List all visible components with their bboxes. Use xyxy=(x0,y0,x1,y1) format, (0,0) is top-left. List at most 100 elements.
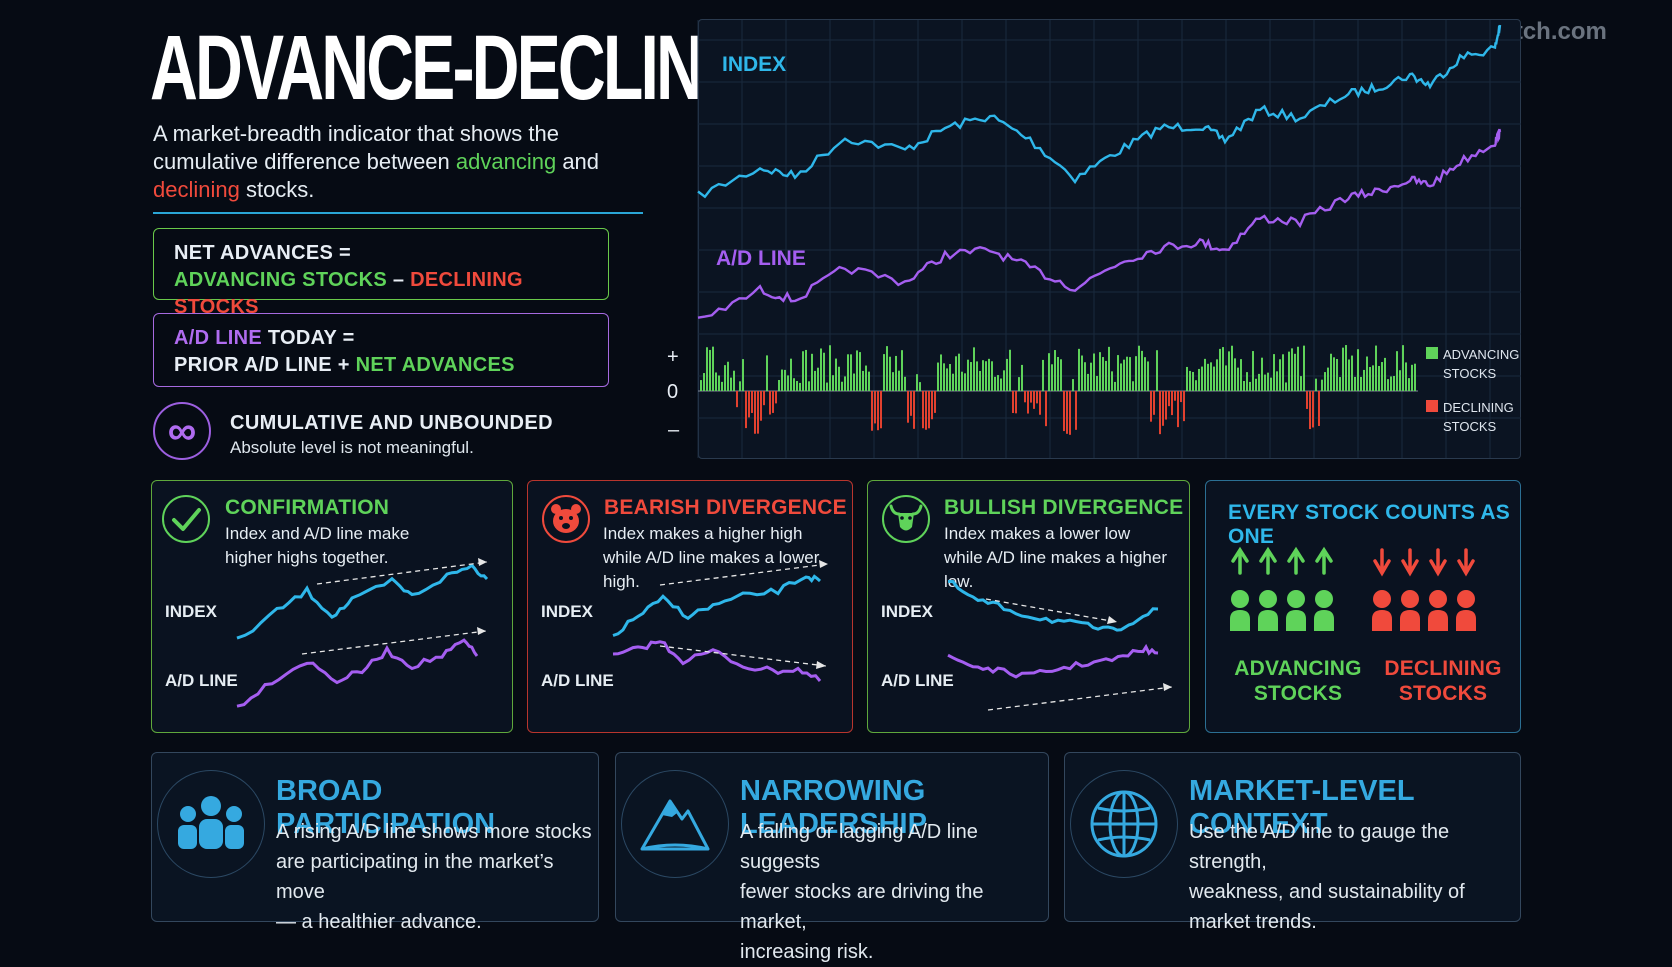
breadth-bar xyxy=(985,361,987,391)
breadth-bar xyxy=(1411,364,1413,391)
breadth-bar xyxy=(1336,359,1338,391)
breadth-bar xyxy=(814,370,816,391)
breadth-bar xyxy=(1210,362,1212,391)
breadth-bar xyxy=(1000,378,1002,391)
confirmation-title: CONFIRMATION xyxy=(225,496,390,519)
formula-minus: – xyxy=(386,269,411,291)
breadth-bar xyxy=(895,355,897,391)
breadth-bar xyxy=(1024,391,1026,403)
narrowing-leadership-title: NARROWING LEADERSHIP xyxy=(740,775,927,840)
breadth-bar xyxy=(1033,391,1035,409)
subtitle-text-2: and xyxy=(556,149,600,174)
breadth-bar xyxy=(1147,361,1149,391)
breadth-bar xyxy=(868,371,870,391)
breadth-bar xyxy=(793,378,795,391)
breadth-bar xyxy=(1120,363,1122,391)
declining-person-icon xyxy=(1428,548,1448,631)
bearish-ad-trend-arrow xyxy=(659,645,827,667)
breadth-bar xyxy=(1375,345,1377,391)
confirmation-card: CONFIRMATION Index and A/D line make hig… xyxy=(151,480,513,733)
breadth-bar xyxy=(1141,350,1143,391)
breadth-bar xyxy=(847,354,849,391)
breadth-bar xyxy=(1165,391,1167,420)
breadth-bar xyxy=(1006,358,1008,391)
formula-1-line-2: ADVANCING STOCKS – DECLINING STOCKS xyxy=(174,267,588,321)
breadth-bar xyxy=(1372,365,1374,391)
breadth-bar xyxy=(1405,362,1407,391)
breadth-bar xyxy=(877,391,879,431)
narrowing-leadership-line-1: A falling or lagging A/D line suggests xyxy=(740,821,978,873)
breadth-bar xyxy=(1192,371,1194,391)
breadth-bar xyxy=(1117,355,1119,391)
breadth-bar xyxy=(1036,391,1038,404)
breadth-bar xyxy=(970,362,972,391)
breadth-bar xyxy=(1309,391,1311,430)
breadth-bar xyxy=(1351,355,1353,391)
breadth-bar xyxy=(1318,391,1320,426)
breadth-bar xyxy=(769,391,771,415)
main-chart: INDEX A/D LINE + 0 – ADVANCING STOCKS DE… xyxy=(667,20,1521,458)
bullish-title: BULLISH DIVERGENCE xyxy=(944,496,1184,519)
breadth-bar xyxy=(748,391,750,418)
breadth-bar xyxy=(1012,391,1014,414)
subtitle-advancing: advancing xyxy=(455,149,557,174)
minus-label: – xyxy=(668,419,680,441)
formula-prior: PRIOR A/D LINE + xyxy=(174,354,356,376)
breadth-bar xyxy=(1285,382,1287,391)
stock-people-icons xyxy=(1230,546,1476,631)
breadth-bar xyxy=(1231,345,1233,391)
breadth-bar xyxy=(742,359,744,391)
breadth-bar xyxy=(775,391,777,404)
breadth-bar xyxy=(1276,371,1278,391)
breadth-bar xyxy=(1009,349,1011,391)
breadth-bar xyxy=(1066,391,1068,434)
confirmation-desc-2: higher highs together. xyxy=(225,548,389,567)
breadth-bar xyxy=(1057,356,1059,391)
infinity-icon: ∞ xyxy=(153,402,211,460)
breadth-bar xyxy=(706,347,708,391)
breadth-bar xyxy=(1216,359,1218,391)
breadth-bar xyxy=(991,361,993,391)
breadth-bar xyxy=(1063,391,1065,432)
market-context-card: MARKET-LEVEL CONTEXT Use the A/D line to… xyxy=(1064,752,1521,933)
advancing-person-icon xyxy=(1258,546,1278,631)
legend-advancing-1: ADVANCING xyxy=(1443,347,1519,362)
breadth-bar xyxy=(952,373,954,391)
breadth-bar xyxy=(913,391,915,429)
breadth-bar xyxy=(787,375,789,391)
breadth-bar xyxy=(826,382,828,391)
legend-advancing-swatch xyxy=(1426,347,1438,359)
breadth-bar xyxy=(751,391,753,413)
declining-person-icon xyxy=(1456,548,1476,631)
breadth-bar xyxy=(1021,364,1023,391)
breadth-bar xyxy=(949,364,951,391)
breadth-bar xyxy=(1312,391,1314,428)
confirmation-ad-label: A/D LINE xyxy=(165,671,238,690)
bullish-mini-chart xyxy=(947,579,1173,711)
market-context-desc: Use the A/D line to gauge the strength, … xyxy=(1189,817,1520,937)
every-stock-card: EVERY STOCK COUNTS AS ONE ADVANCING STOC… xyxy=(1205,480,1521,733)
breadth-bar xyxy=(844,376,846,391)
cumulative-subtitle: Absolute level is not meaningful. xyxy=(230,438,474,457)
breadth-bar xyxy=(1111,371,1113,391)
breadth-bar xyxy=(1288,351,1290,391)
bullish-desc-2: while A/D line makes a higher low. xyxy=(944,548,1168,591)
breadth-bar xyxy=(700,380,702,391)
breadth-bar xyxy=(1123,359,1125,391)
zero-label: 0 xyxy=(667,381,678,403)
breadth-bar xyxy=(961,371,963,391)
market-context-line-2: weakness, and sustainability of xyxy=(1189,881,1465,903)
breadth-bar xyxy=(1384,357,1386,391)
breadth-bar xyxy=(1177,391,1179,428)
breadth-bar xyxy=(1324,372,1326,391)
bearish-ad-line xyxy=(612,640,822,682)
breadth-bar xyxy=(1207,363,1209,391)
breadth-bar xyxy=(1303,345,1305,391)
breadth-bar xyxy=(1162,391,1164,426)
subtitle-text-3: stocks. xyxy=(239,177,315,202)
breadth-bar xyxy=(1261,357,1263,391)
broad-participation-line-3: — a healthier advance. xyxy=(276,911,482,933)
breadth-bar xyxy=(1093,353,1095,391)
breadth-bar xyxy=(1153,391,1155,415)
narrowing-leadership-line-2: fewer stocks are driving the market, xyxy=(740,881,984,933)
